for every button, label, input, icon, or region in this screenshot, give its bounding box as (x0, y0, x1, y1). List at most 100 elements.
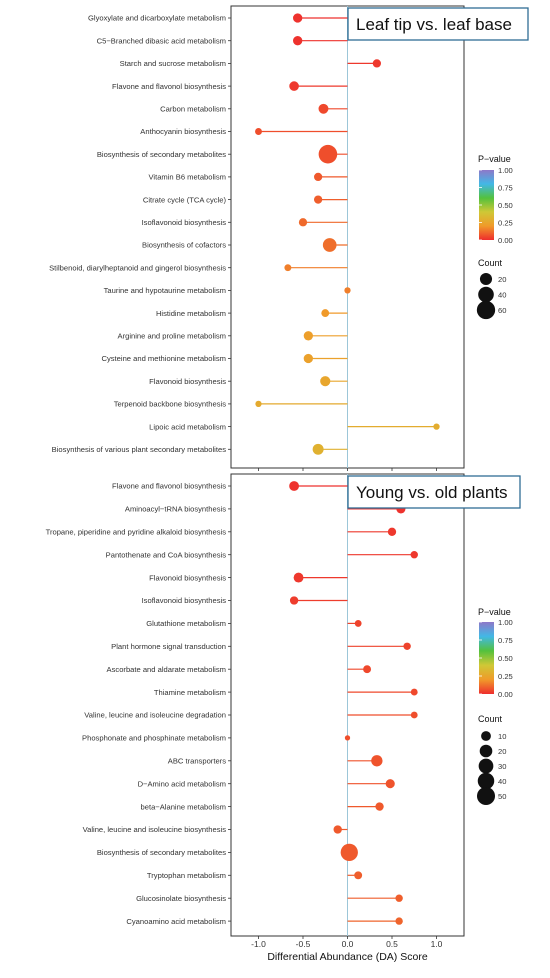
panel-1-lollipop-point (312, 443, 324, 455)
panel-1-category-label: Glyoxylate and dicarboxylate metabolism (88, 14, 226, 23)
panel-2-category-label: Pantothenate and CoA biosynthesis (106, 550, 227, 559)
panel-2-category-label: Flavonoid biosynthesis (149, 573, 226, 582)
panel-2-category-label: Tropane, piperidine and pyridine alkaloi… (46, 528, 227, 537)
panel-2-lollipop-point (395, 917, 403, 925)
panel-2-pvalue-tick-label: 0.25 (498, 672, 513, 681)
panel-1-lollipop-point (344, 287, 351, 294)
panel-2-lollipop-point (363, 665, 372, 674)
x-axis-tick-label: -0.5 (296, 939, 311, 949)
panel-1-lollipop-point (289, 81, 299, 91)
panel-2-category-label: D−Amino acid metabolism (138, 779, 226, 788)
panel-1-pvalue-legend-title: P−value (478, 154, 511, 164)
panel-2-count-legend-dot (479, 744, 493, 758)
panel-1-category-label: Biosynthesis of cofactors (142, 241, 226, 250)
panel-2-category-label: Valine, leucine and isoleucine degradati… (84, 711, 226, 720)
panel-1-count-legend-title: Count (478, 258, 503, 268)
panel-1-category-label: Terpenoid backbone biosynthesis (114, 400, 226, 409)
panel-1-count-legend-label: 40 (498, 290, 506, 299)
panel-1-lollipop-point (303, 331, 313, 341)
panel-2-x-ticks (228, 485, 437, 939)
panel-2-category-label: ABC transporters (168, 757, 226, 766)
panel-1-x-ticks (228, 17, 437, 471)
panel-2-pvalue-ticks: 1.00 0.75 0.50 0.25 0.00 (479, 618, 513, 699)
panel-1-count-legend-dot (478, 286, 494, 303)
panel-1-lollipop-point (320, 376, 331, 387)
panel-1-count-legend-dot (479, 272, 493, 286)
panel-2-lollipop-point (293, 572, 304, 583)
panel-2-lollipop-point (289, 596, 299, 605)
panel-2-lollipop-point (289, 481, 300, 491)
panel-2-pvalue-legend-title: P−value (478, 607, 511, 617)
panel-2-lollipop-point (344, 735, 351, 741)
panel-1-pvalue-tick-label: 0.00 (498, 236, 513, 245)
panel-1-category-label: C5−Branched dibasic acid metabolism (97, 36, 226, 45)
panel-1-category-label: Histidine metabolism (156, 309, 226, 318)
panel-2-lollipop-point (410, 551, 418, 559)
panel-2-lollipop-point (385, 779, 395, 789)
panel-2-category-label: Plant hormone signal transduction (111, 642, 226, 651)
panel-1-category-label: Biosynthesis of various plant secondary … (52, 445, 227, 454)
panel-2-count-legend-label: 30 (498, 762, 506, 771)
panel-2-pvalue-tick-label: 1.00 (498, 618, 513, 627)
panel-1-category-label: Stilbenoid, diarylheptanoid and gingerol… (49, 263, 226, 272)
panel-2-pvalue-colorbar (479, 622, 494, 694)
panel-1-category-label: Arginine and proline metabolism (118, 332, 226, 341)
panel-1-category-label: Vitamin B6 metabolism (148, 173, 226, 182)
x-axis-tick-label: 0.5 (386, 939, 398, 949)
panel-1-lollipop-point (298, 218, 308, 227)
panel-2-lollipop-point (395, 894, 403, 902)
panel-2-category-label: Glutathione metabolism (146, 619, 226, 628)
panel-2-category-labels: Flavone and flavonol biosynthesis Aminoac… (46, 482, 227, 926)
panel-2-category-label: Tryptophan metabolism (147, 871, 226, 880)
panel-2-pvalue-tick-label: 0.00 (498, 690, 513, 699)
panel-1-lollipop-point (303, 353, 313, 364)
panel-2-category-label: Ascorbate and aldarate metabolism (107, 665, 226, 674)
panel-1-category-label: Flavonoid biosynthesis (149, 377, 226, 386)
panel-1-lollipop-point (255, 400, 262, 408)
panel-2-category-label: Isoflavonoid biosynthesis (142, 596, 227, 605)
panel-1-lollipop-point (314, 172, 323, 182)
panel-2-category-label: Thiamine metabolism (154, 688, 226, 697)
panel-1-category-label: Isoflavonoid biosynthesis (142, 218, 227, 227)
x-axis-tick-labels: -1.0 -0.5 0.0 0.5 1.0 (251, 939, 443, 949)
panel-1-count-legend-label: 20 (498, 275, 506, 284)
panel-1-category-label: Carbon metabolism (160, 105, 226, 114)
panel-1-lollipop-point (318, 103, 329, 114)
panel-1-title: Leaf tip vs. leaf base (356, 15, 512, 34)
panel-1-lollipop-point (293, 13, 303, 23)
panel-1-lollipop-point (321, 309, 330, 318)
panel-2-category-label: Aminoacyl−tRNA biosynthesis (125, 505, 226, 514)
panel-2-category-label: Biosynthesis of secondary metabolites (97, 848, 226, 857)
panel-2-title: Young vs. old plants (356, 483, 508, 502)
panel-2-count-legend-dot (481, 731, 491, 741)
panel-1-count-legend-dot (476, 300, 496, 320)
panel-1-pvalue-tick-label: 1.00 (498, 166, 513, 175)
panel-1-lollipop-point (322, 238, 337, 252)
panel-2-count-legend-dot (477, 772, 495, 790)
panel-2-count-legend-label: 40 (498, 777, 506, 786)
panel-1-category-label: Cysteine and methionine metabolism (101, 354, 226, 363)
panel-young-vs-old-plants: Flavone and flavonol biosynthesis Aminoac… (46, 473, 521, 939)
panel-1-category-label: Taurine and hypotaurine metabolism (104, 286, 226, 295)
panel-2-category-label: Flavone and flavonol biosynthesis (112, 482, 226, 491)
panel-2-count-legend-dot (476, 786, 496, 806)
panel-1-lollipop-point (318, 144, 338, 164)
panel-2-lollipop-point (410, 711, 418, 719)
panel-2-pvalue-tick-label: 0.50 (498, 654, 513, 663)
panel-1-category-label: Citrate cycle (TCA cycle) (143, 195, 227, 204)
panel-2-category-label: Phosphonate and phosphinate metabolism (82, 734, 226, 743)
panel-2-legend: P−value 1.00 0.75 0.50 0.25 0.00 Count 10 20 3… (476, 607, 513, 806)
x-axis-tick-label: 1.0 (431, 939, 443, 949)
panel-1-legend: P−value 1.00 0.75 0.50 0.25 0.00 Count 20 40 6… (476, 154, 513, 320)
panel-2-lollipops (289, 481, 418, 925)
panel-1-category-label: Biosynthesis of secondary metabolites (97, 150, 226, 159)
panel-2-lollipop-point (410, 688, 418, 696)
panel-1-lollipop-point (293, 36, 303, 46)
panel-2-category-label: beta−Alanine metabolism (141, 802, 226, 811)
panel-2-count-legend-dot (478, 758, 494, 774)
panel-2-category-label: Glucosinolate biosynthesis (136, 894, 226, 903)
panel-2-title-box (347, 475, 521, 509)
panel-1-category-label: Flavone and flavonol biosynthesis (112, 82, 226, 91)
panel-1-lollipop-point (314, 195, 323, 204)
